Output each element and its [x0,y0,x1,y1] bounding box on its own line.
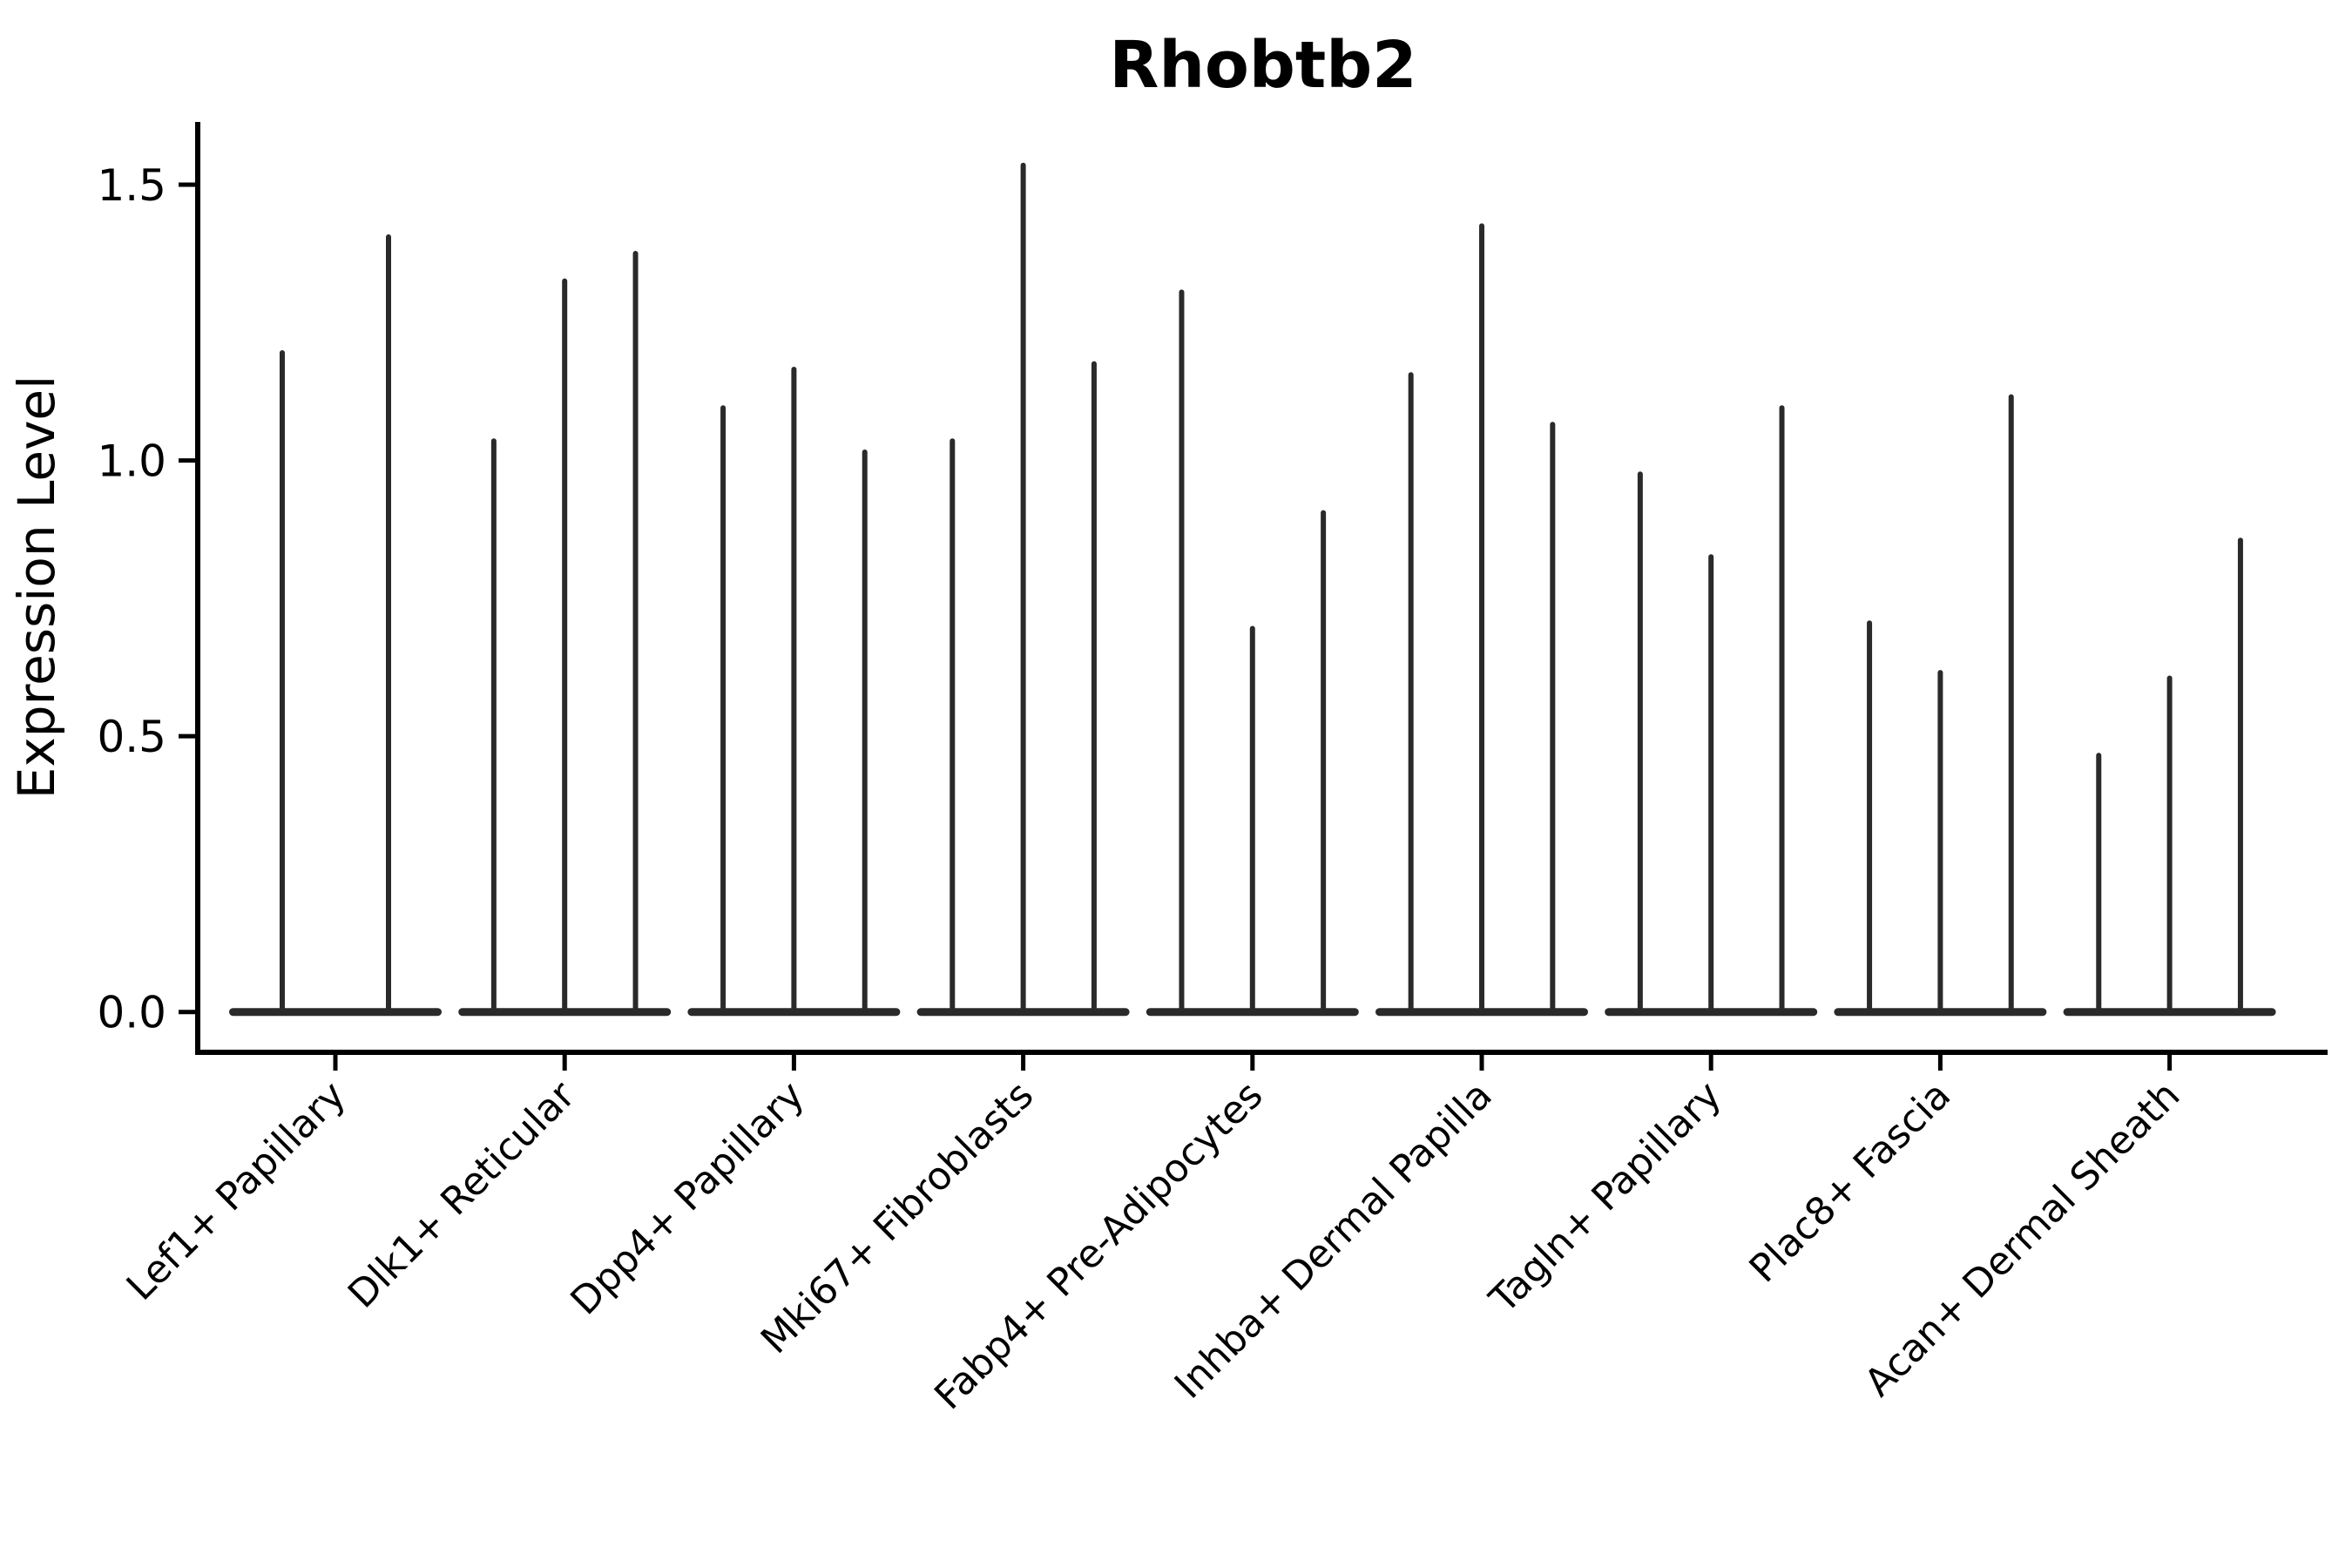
violin-spike [1937,670,1943,1012]
violin-spike [1179,289,1185,1012]
violin-spike [1020,162,1026,1012]
violin-spike [1321,510,1327,1012]
violin-spike [720,405,727,1012]
violin-spike [632,251,639,1012]
violin-layer [229,162,2276,1017]
violin-spike [2008,394,2014,1012]
violin-spike [2237,537,2243,1012]
y-tick-label: 1.5 [97,160,166,211]
chart-title: Rhobtb2 [1109,28,1416,103]
x-tick-label: Lef1+ Papillary [118,1073,355,1309]
violin-spike [950,438,956,1012]
violin-spike [1091,361,1097,1012]
violin-spike [1249,625,1255,1012]
x-tick-label: Plac8+ Fascia [1741,1073,1960,1292]
violin-spike [862,449,868,1012]
y-tick-label: 0.5 [97,712,166,762]
violin-spike [1479,223,1484,1012]
violin-spike [386,234,391,1012]
y-tick-label: 1.0 [97,436,166,487]
violin-spike [1708,554,1714,1012]
violin-spike [1550,422,1556,1012]
x-tick-label: Dlk1+ Reticular [340,1072,585,1317]
violin-spike [2096,753,2102,1012]
violin-spike [562,278,568,1012]
y-axis-label: Expression Level [7,375,66,799]
y-tick-label: 0.0 [97,988,166,1038]
violin-spike [791,366,797,1012]
violin-spike [1779,405,1785,1012]
violin-base [229,1008,442,1017]
violin-spike [280,349,285,1012]
x-tick-label: Tagln+ Papillary [1481,1073,1730,1322]
violin-spike [1408,372,1414,1012]
violin-spike [490,438,497,1012]
x-tick-label: Dpp4+ Papillary [563,1073,814,1324]
violin-spike [1867,620,1873,1012]
violin-spike [1637,471,1643,1012]
violin-spike [2166,675,2173,1012]
